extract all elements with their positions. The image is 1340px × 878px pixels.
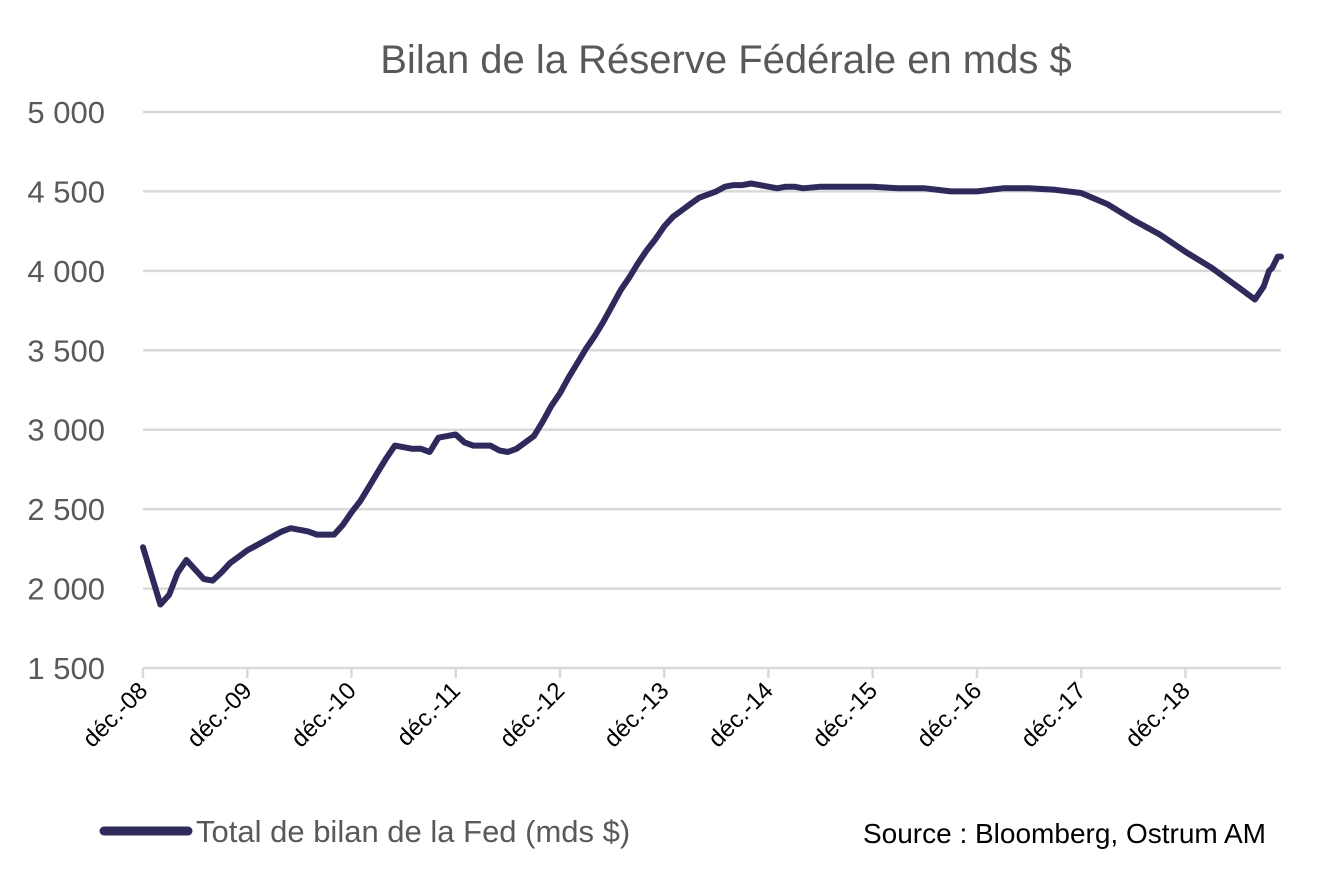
source-note: Source : Bloomberg, Ostrum AM [863,818,1266,849]
y-tick-label: 2 500 [27,492,105,527]
series-line [140,180,1284,608]
legend: Total de bilan de la Fed (mds $) [99,814,630,849]
x-axis-ticks: déc.-08 déc.-09 déc.-10 déc.-11 déc.-12 déc.-… [78,668,1196,753]
y-tick-label: 1 500 [27,651,105,686]
legend-label: Total de bilan de la Fed (mds $) [196,814,630,849]
x-tick-label: déc.-15 [807,677,883,753]
x-tick-label: déc.-08 [78,677,154,753]
y-tick-label: 3 500 [27,333,105,368]
y-tick-label: 3 000 [27,413,105,448]
y-tick-label: 4 000 [27,254,105,289]
chart-title: Bilan de la Réserve Fédérale en mds $ [380,38,1071,82]
series-layer [140,180,1284,608]
gridlines [143,110,1281,590]
x-tick-label: déc.-18 [1120,677,1196,753]
y-tick-label: 2 000 [27,572,105,607]
y-tick-label: 4 500 [27,174,105,209]
x-tick-label: déc.-12 [495,677,571,753]
y-axis-ticks: 1 500 2 000 2 500 3 000 3 500 4 000 4 500 5 000 [27,95,105,686]
x-tick-label: déc.-16 [911,677,987,753]
x-tick-label: déc.-17 [1016,677,1092,753]
x-tick-label: déc.-11 [392,677,466,751]
y-tick-label: 5 000 [27,95,105,130]
x-tick-label: déc.-14 [703,677,779,753]
x-tick-label: déc.-10 [286,677,362,753]
x-tick-label: déc.-09 [182,677,258,753]
x-tick-label: déc.-13 [599,677,675,753]
